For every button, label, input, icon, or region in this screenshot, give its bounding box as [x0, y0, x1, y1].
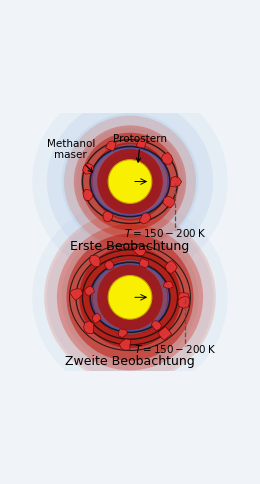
Circle shape [108, 160, 152, 203]
Circle shape [76, 128, 184, 235]
Circle shape [76, 243, 184, 351]
Polygon shape [89, 255, 100, 267]
Polygon shape [84, 286, 94, 296]
Polygon shape [158, 327, 172, 340]
Polygon shape [163, 281, 173, 288]
Polygon shape [84, 321, 94, 333]
Circle shape [32, 84, 228, 279]
Circle shape [74, 125, 186, 238]
Circle shape [67, 234, 193, 361]
Circle shape [81, 133, 179, 230]
Circle shape [44, 212, 216, 383]
Circle shape [91, 142, 169, 221]
Polygon shape [92, 313, 101, 323]
Polygon shape [83, 189, 92, 200]
Circle shape [62, 113, 198, 250]
Circle shape [101, 152, 159, 211]
Circle shape [97, 264, 163, 330]
Circle shape [64, 116, 196, 247]
Circle shape [108, 275, 152, 319]
Polygon shape [151, 321, 162, 331]
Text: $T = 150-200\,\mathrm{K}$: $T = 150-200\,\mathrm{K}$ [124, 227, 206, 239]
Polygon shape [139, 258, 149, 268]
Polygon shape [178, 293, 190, 303]
Polygon shape [139, 213, 151, 224]
Circle shape [79, 246, 181, 348]
Circle shape [97, 149, 163, 214]
Text: $T = 150-200\,\mathrm{K}$: $T = 150-200\,\mathrm{K}$ [134, 343, 216, 355]
Polygon shape [170, 177, 181, 186]
Polygon shape [106, 141, 116, 151]
Polygon shape [132, 246, 146, 256]
Polygon shape [103, 211, 113, 222]
Circle shape [57, 224, 203, 370]
Circle shape [32, 199, 228, 395]
Circle shape [93, 260, 167, 334]
Circle shape [62, 229, 198, 366]
Circle shape [47, 214, 213, 380]
Circle shape [92, 259, 168, 335]
Polygon shape [178, 297, 189, 308]
Text: Erste Beobachtung: Erste Beobachtung [70, 240, 190, 253]
Polygon shape [165, 260, 177, 274]
Polygon shape [105, 260, 114, 270]
Text: Zweite Beobachtung: Zweite Beobachtung [65, 355, 195, 368]
Polygon shape [70, 288, 83, 301]
Circle shape [47, 98, 213, 265]
Text: Methanol
maser: Methanol maser [47, 138, 95, 172]
Polygon shape [83, 164, 94, 174]
Text: Protostern: Protostern [113, 134, 167, 162]
Polygon shape [119, 339, 131, 350]
Polygon shape [119, 329, 127, 337]
Circle shape [93, 144, 167, 219]
Polygon shape [161, 152, 173, 164]
Polygon shape [163, 196, 175, 208]
Polygon shape [136, 139, 147, 148]
